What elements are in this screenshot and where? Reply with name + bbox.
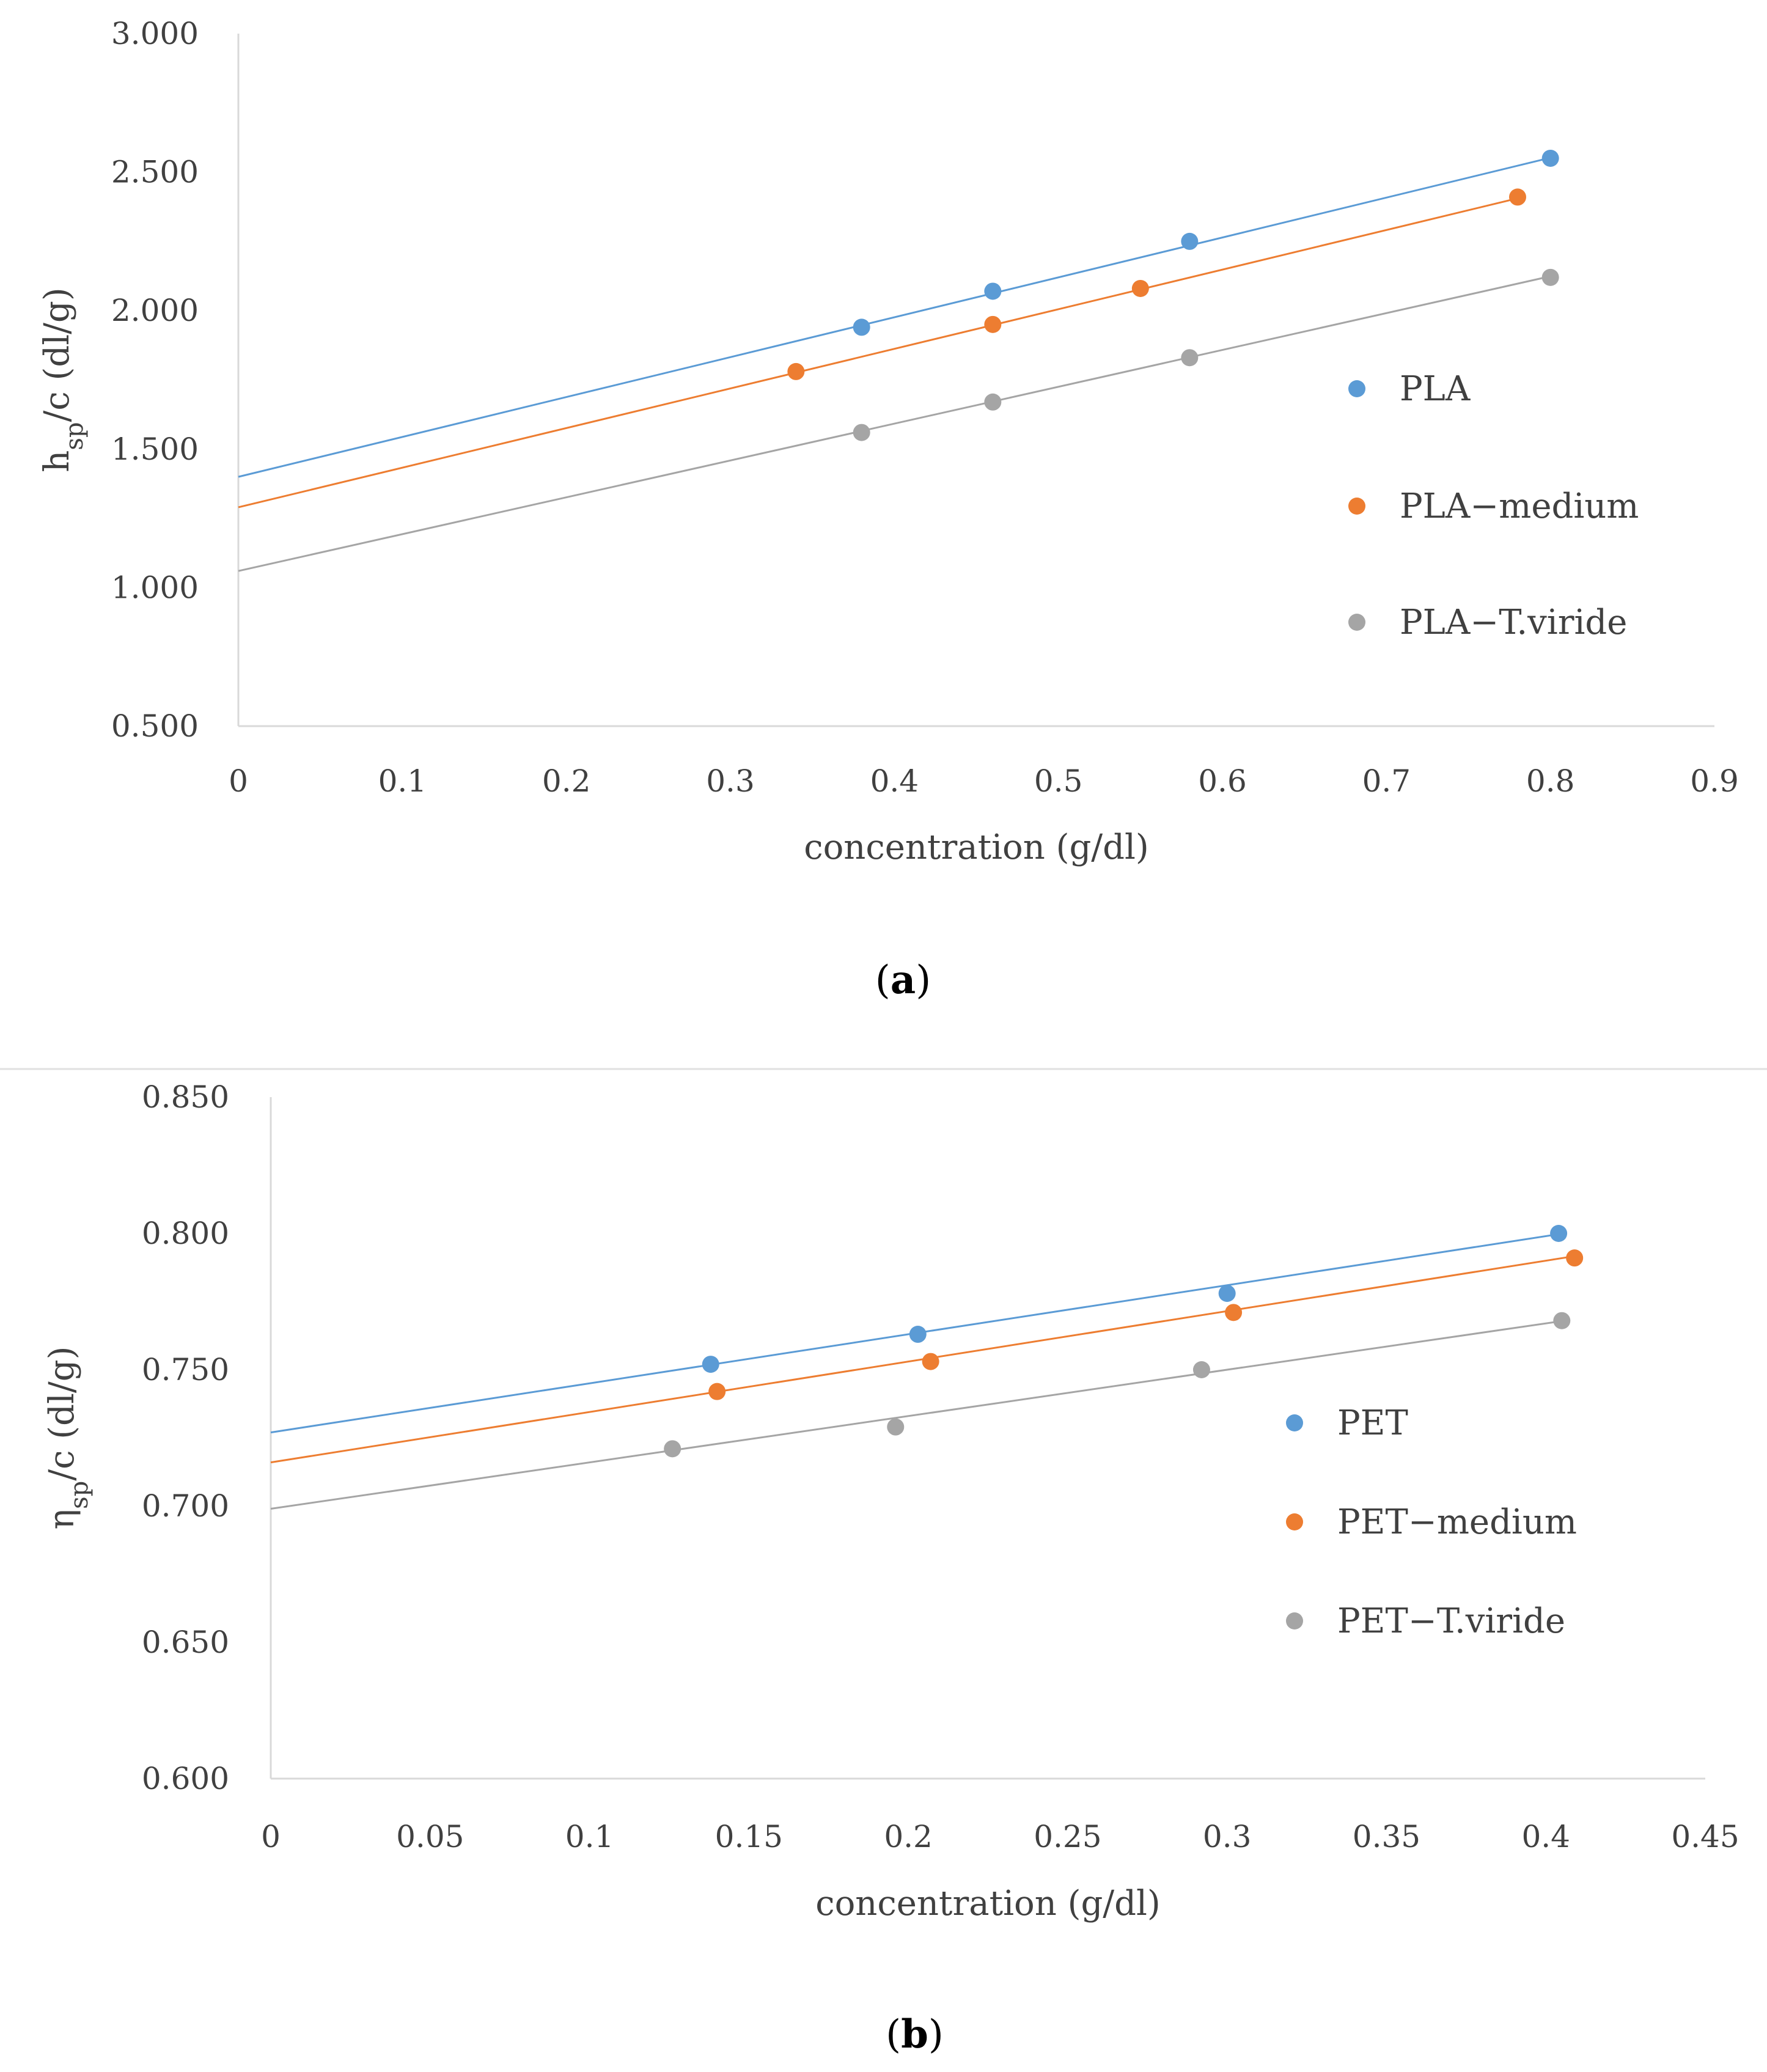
- chart-b-y-tick-label: 0.700: [142, 1488, 229, 1524]
- chart-b-legend-label: PET−medium: [1337, 1502, 1577, 1542]
- chart-b-trendline: [270, 1320, 1562, 1510]
- chart-b-data-point: [1553, 1312, 1571, 1329]
- chart-b-data-point: [887, 1418, 905, 1436]
- chart-a-x-tick-label: 0.4: [870, 763, 919, 799]
- chart-a-trendline: [238, 275, 1551, 572]
- chart-a-legend-marker: [1348, 380, 1365, 397]
- chart-a-data-point: [984, 315, 1002, 333]
- chart-a-data-point: [1131, 279, 1149, 297]
- chart-a-data-point: [1181, 232, 1199, 250]
- chart-b-x-axis-title: concentration (g/dl): [815, 1884, 1161, 1923]
- chart-b-y-tick-label: 0.750: [142, 1352, 229, 1387]
- chart-b-legend-marker: [1286, 1612, 1303, 1629]
- chart-b-data-point: [1218, 1285, 1236, 1302]
- chart-b-y-tick-label: 0.850: [142, 1079, 229, 1115]
- chart-a-data-point: [1181, 349, 1199, 367]
- chart-a-x-tick-label: 0.3: [706, 763, 755, 799]
- chart-a-legend-marker: [1348, 498, 1365, 515]
- chart-b-x-tick-label: 0.25: [1034, 1819, 1101, 1854]
- chart-b-x-tick-label: 0.2: [884, 1819, 933, 1854]
- chart-b-x-tick-label: 0: [261, 1819, 281, 1854]
- chart-a-data-point: [984, 282, 1002, 300]
- chart-a-legend-label: PLA: [1400, 369, 1471, 409]
- chart-a-y-tick-label: 2.500: [111, 155, 199, 190]
- chart-b-data-point: [909, 1326, 927, 1343]
- chart-a-data-point: [1541, 149, 1559, 167]
- chart-a-y-tick-label: 1.500: [111, 432, 199, 467]
- chart-b-data-point: [708, 1383, 726, 1400]
- chart-b-x-tick-label: 0.05: [396, 1819, 464, 1854]
- chart-a-x-tick-label: 0.6: [1198, 763, 1247, 799]
- chart-b-y-tick-label: 0.600: [142, 1761, 229, 1796]
- chart-b-data-point: [922, 1353, 939, 1370]
- chart-a-x-tick-label: 0.5: [1034, 763, 1083, 799]
- chart-a-series-1: [238, 149, 1559, 478]
- chart-b-data-point: [664, 1440, 681, 1458]
- chart-b-legend-label: PET: [1337, 1403, 1408, 1443]
- chart-a-x-tick-label: 0.2: [542, 763, 591, 799]
- chart-b-legend-marker: [1286, 1414, 1303, 1431]
- chart-b: 0.600 0.650 0.700 0.750 0.800 0.850 0 0.05 0.1 0.…: [42, 1079, 1739, 2057]
- chart-a-legend-marker: [1348, 614, 1365, 631]
- chart-a-data-point: [853, 424, 870, 441]
- chart-a-y-tick-label: 0.500: [111, 708, 199, 744]
- chart-b-y-tick-label: 0.800: [142, 1216, 229, 1251]
- chart-b-data-point: [702, 1356, 719, 1373]
- chart-b-panel-label: (b): [886, 2011, 944, 2057]
- chart-a-data-point: [787, 362, 805, 380]
- chart-b-data-point: [1550, 1225, 1568, 1242]
- chart-b-series-3: [270, 1312, 1571, 1510]
- chart-b-series-1: [270, 1225, 1568, 1434]
- chart-b-legend-label: PET−T.viride: [1337, 1601, 1565, 1641]
- chart-b-x-tick-label: 0.45: [1671, 1819, 1739, 1854]
- chart-a-trendline: [238, 197, 1518, 509]
- chart-b-x-tick-label: 0.35: [1353, 1819, 1420, 1854]
- chart-a-legend-label: PLA−medium: [1400, 487, 1639, 526]
- chart-a-x-tick-label: 0: [229, 763, 248, 799]
- chart-a-series-2: [238, 188, 1526, 509]
- chart-b-data-point: [1225, 1304, 1243, 1321]
- chart-b-y-axis-title: ηsp/c (dl/g): [42, 1346, 94, 1530]
- chart-a-trendline: [238, 156, 1551, 478]
- chart-a-data-point: [853, 318, 870, 336]
- chart-b-x-tick-label: 0.4: [1521, 1819, 1570, 1854]
- chart-a-data-point: [1509, 188, 1526, 206]
- chart-a-y-axis-title: hsp/c (dl/g): [37, 287, 89, 472]
- chart-a-x-tick-label: 0.7: [1362, 763, 1411, 799]
- chart-b-x-tick-label: 0.15: [715, 1819, 783, 1854]
- chart-b-x-tick-label: 0.3: [1203, 1819, 1252, 1854]
- chart-b-series-2: [270, 1249, 1584, 1464]
- chart-a-legend-label: PLA−T.viride: [1400, 603, 1627, 642]
- chart-b-legend-marker: [1286, 1513, 1303, 1530]
- chart-b-y-tick-label: 0.650: [142, 1625, 229, 1660]
- chart-a-data-point: [984, 393, 1002, 411]
- chart-a-panel-label: (a): [875, 957, 931, 1003]
- chart-a-y-tick-label: 2.000: [111, 293, 199, 328]
- chart-a-y-tick-label: 1.000: [111, 570, 199, 605]
- chart-b-x-tick-label: 0.1: [565, 1819, 614, 1854]
- chart-a-series-3: [238, 268, 1559, 572]
- chart-b-data-point: [1566, 1249, 1584, 1267]
- chart-a-y-tick-label: 3.000: [111, 16, 199, 51]
- chart-a-x-axis-title: concentration (g/dl): [804, 828, 1149, 867]
- chart-a-x-tick-label: 0.9: [1690, 763, 1739, 799]
- chart-a-data-point: [1541, 268, 1559, 286]
- chart-a: 0.500 1.000 1.500 2.000 2.500 3.000 0 0.1 0.2 0.3…: [37, 16, 1739, 1003]
- chart-a-x-tick-label: 0.1: [378, 763, 427, 799]
- chart-b-data-point: [1192, 1361, 1210, 1378]
- chart-a-x-tick-label: 0.8: [1526, 763, 1575, 799]
